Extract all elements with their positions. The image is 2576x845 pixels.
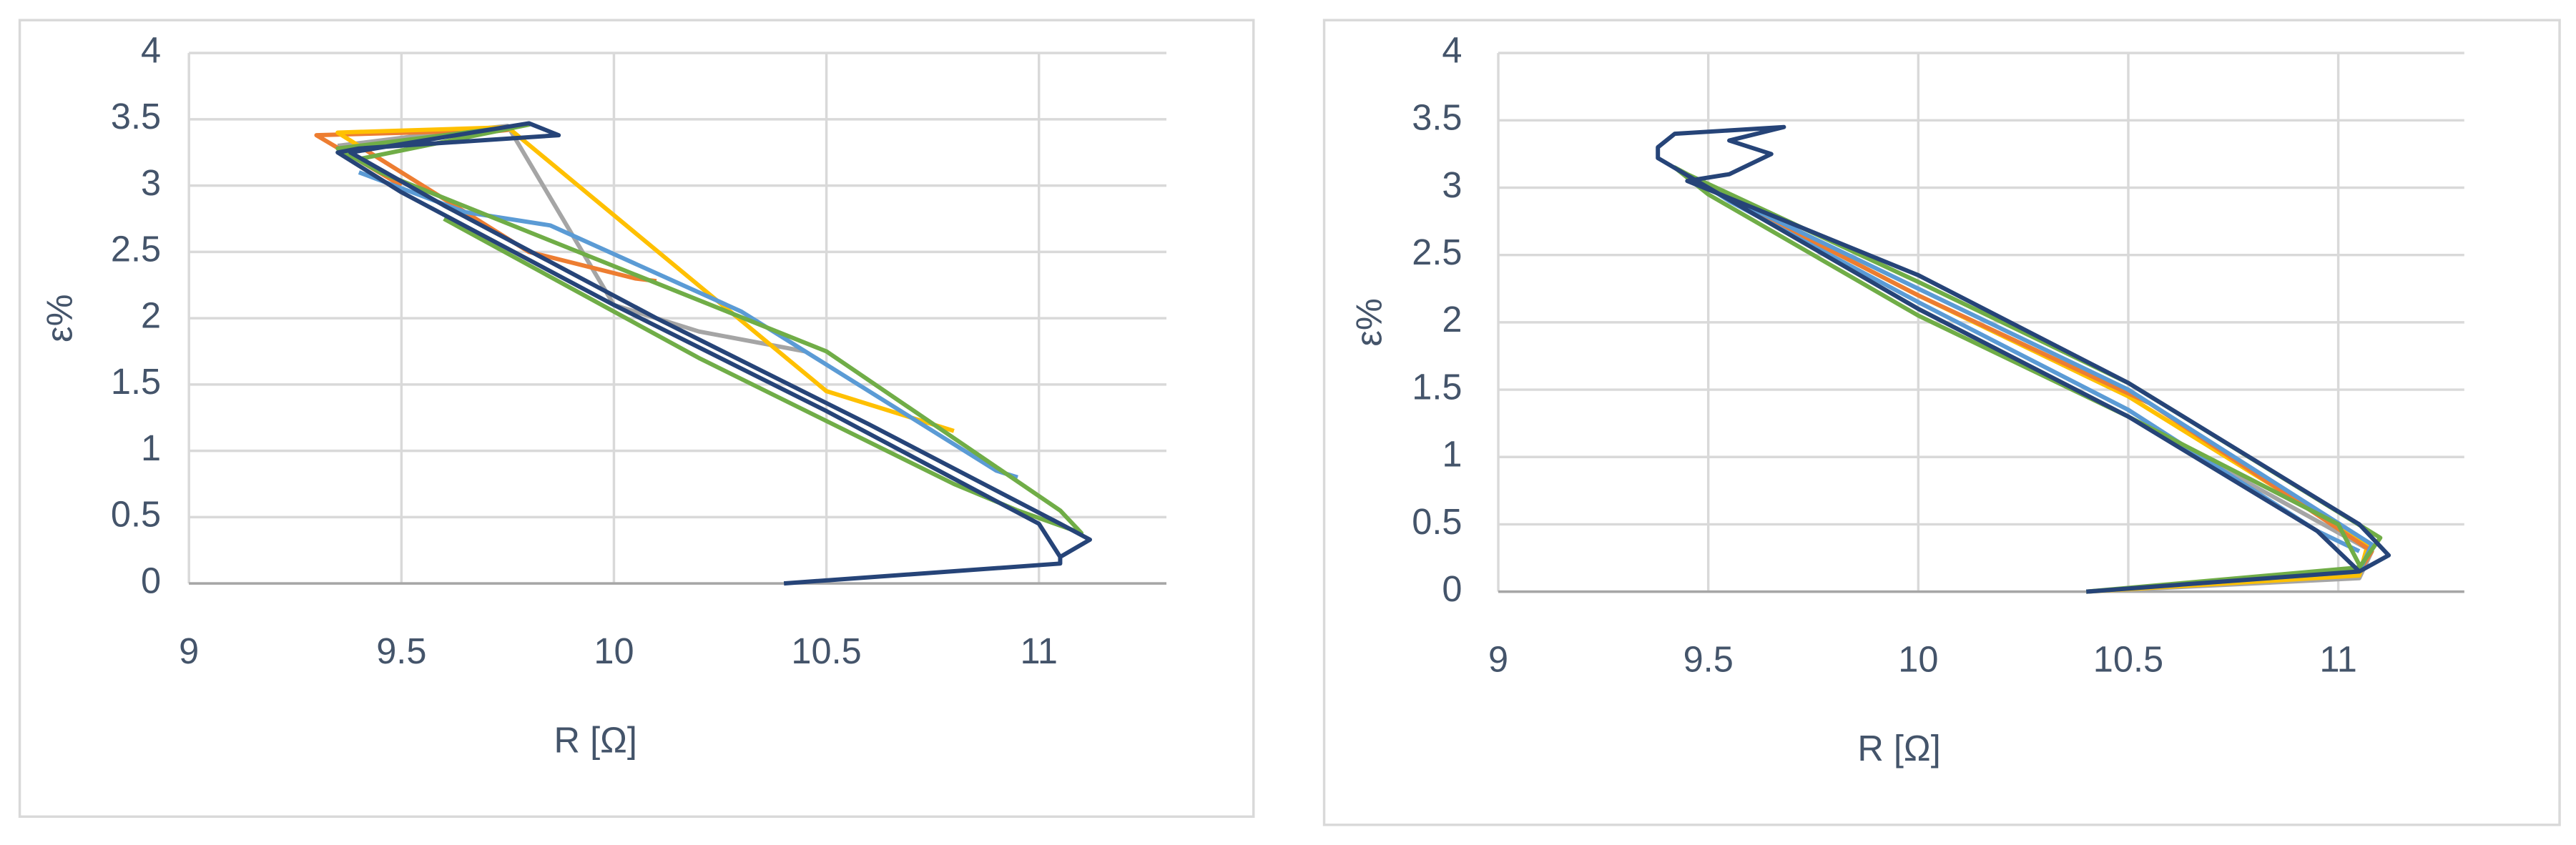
x-tick-label: 11: [1020, 631, 1057, 671]
x-axis-title: R [Ω]: [554, 719, 637, 760]
data-line: [335, 122, 1084, 535]
x-tick-label: 10.5: [2093, 639, 2163, 680]
y-tick-label: 0: [141, 560, 161, 601]
y-tick-label: 1.5: [1412, 366, 1462, 407]
y-tick-label: 3: [1442, 164, 1462, 205]
y-tick-label: 1: [141, 428, 161, 468]
data-line: [1656, 124, 2391, 594]
y-tick-label: 0.5: [111, 494, 161, 535]
x-tick-label: 11: [2319, 639, 2356, 680]
y-tick-label: 0: [1442, 568, 1462, 609]
y-tick-label: 2.5: [1412, 232, 1462, 272]
x-tick-label: 10: [594, 631, 634, 671]
x-tick-label: 9.5: [376, 631, 426, 671]
x-tick-label: 9.5: [1683, 639, 1734, 680]
x-tick-label: 9: [1488, 639, 1508, 680]
data-line: [337, 124, 806, 354]
panel-frame: [1322, 19, 2561, 826]
y-axis-title: ε%: [39, 294, 80, 342]
y-tick-label: 2: [141, 295, 161, 335]
x-tick-label: 9: [179, 631, 199, 671]
y-tick-label: 4: [1442, 29, 1462, 70]
y-tick-label: 0.5: [1412, 501, 1462, 542]
y-tick-label: 2: [1442, 299, 1462, 340]
y-tick-label: 3.5: [111, 96, 161, 137]
x-tick-label: 10: [1898, 639, 1938, 680]
y-tick-label: 4: [141, 29, 161, 70]
panel-frame: [18, 19, 1255, 819]
x-axis-title: R [Ω]: [1857, 728, 1940, 769]
y-tick-label: 1.5: [111, 361, 161, 402]
y-tick-label: 3: [141, 162, 161, 203]
y-tick-label: 3.5: [1412, 97, 1462, 138]
x-tick-label: 10.5: [791, 631, 861, 671]
y-tick-label: 2.5: [111, 229, 161, 270]
y-axis-title: ε%: [1349, 298, 1390, 346]
data-line: [335, 121, 1093, 586]
y-tick-label: 1: [1442, 434, 1462, 475]
